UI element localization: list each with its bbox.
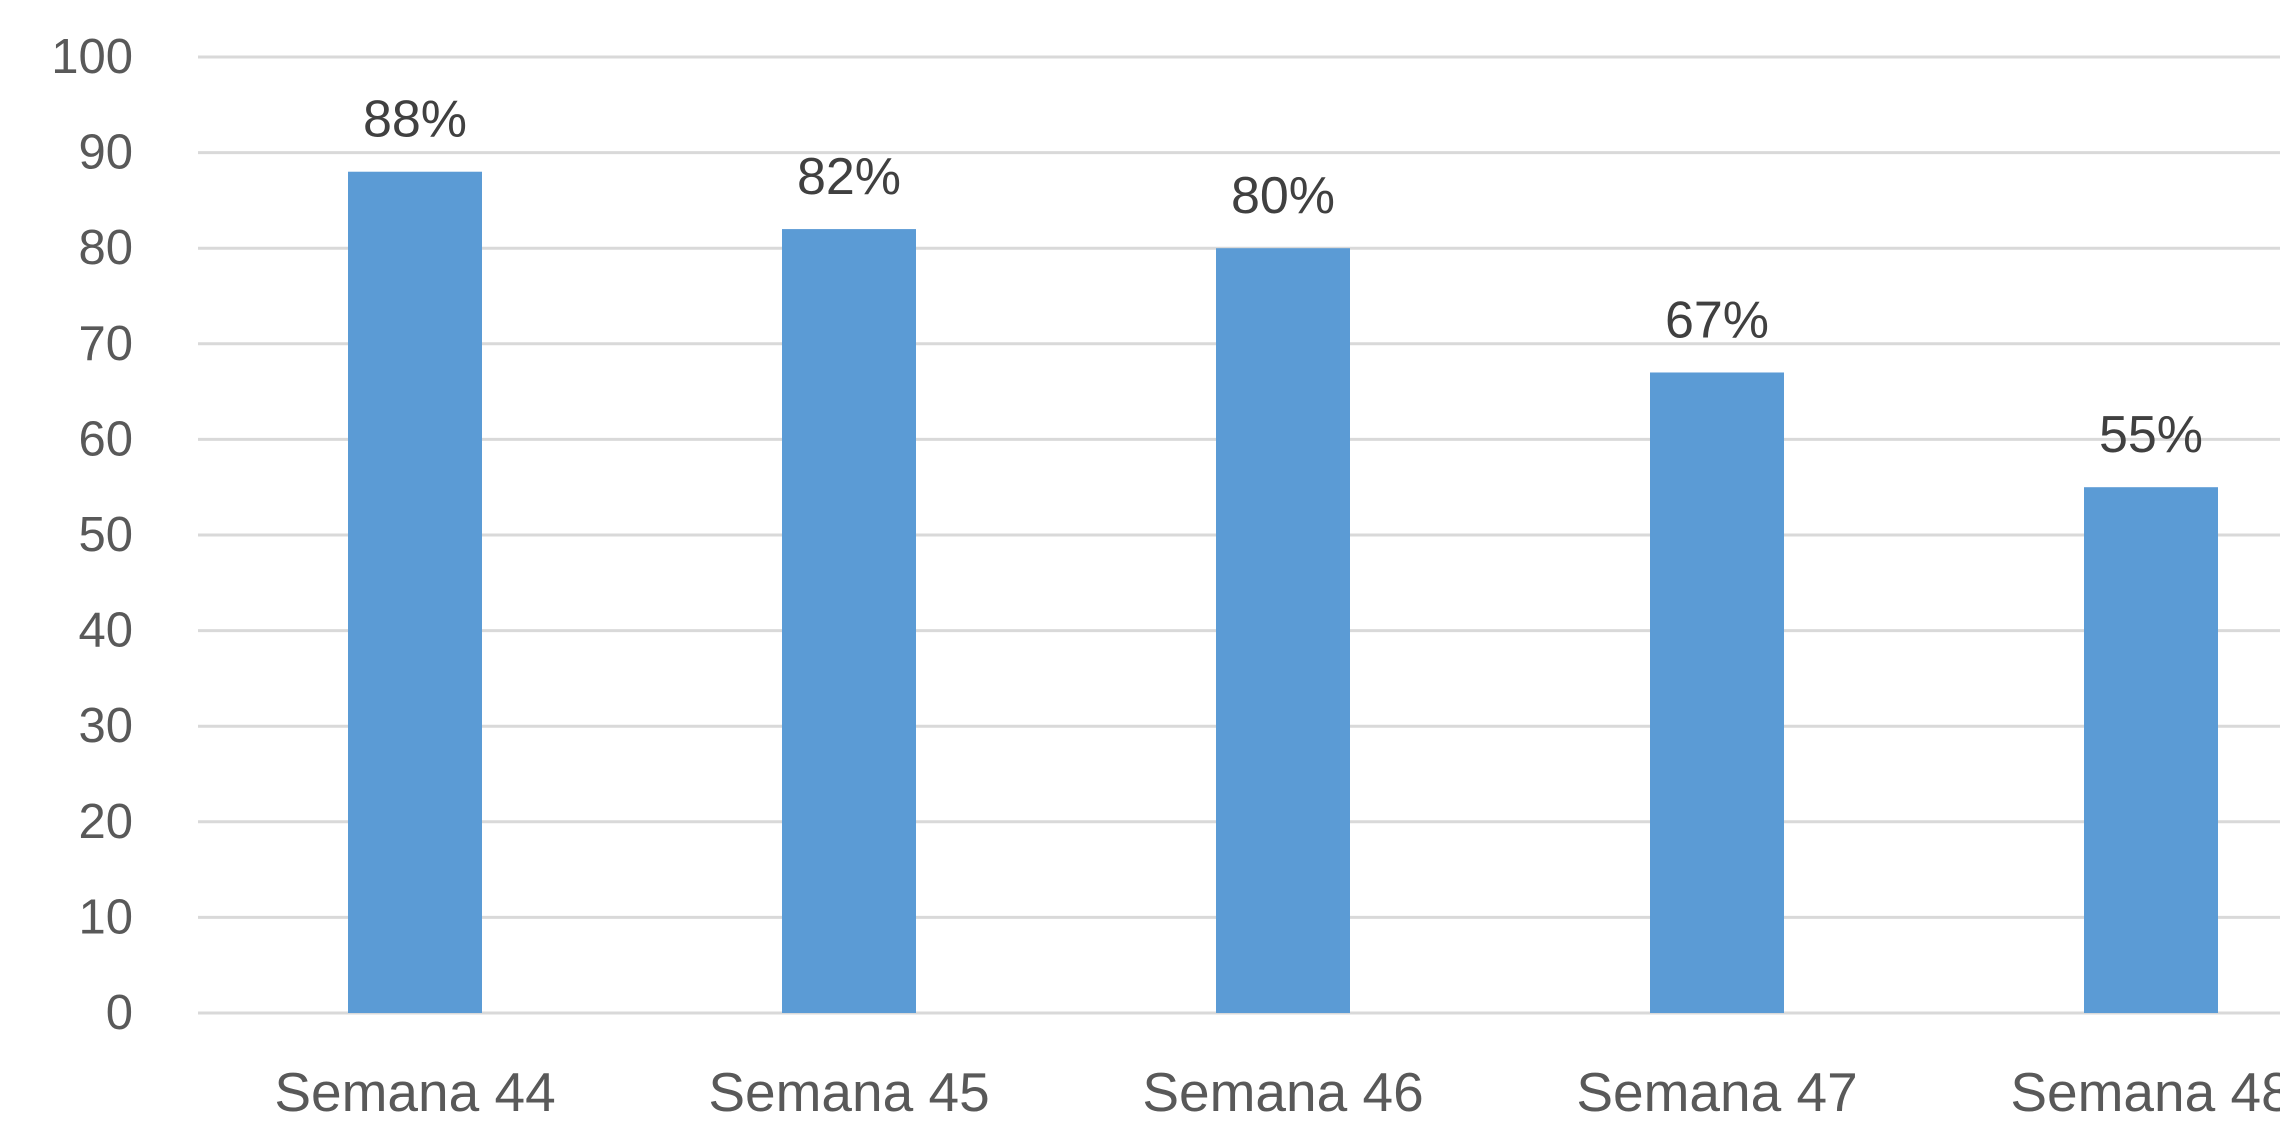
bar xyxy=(1216,248,1350,1013)
bars xyxy=(348,171,2218,1014)
y-tick-label: 30 xyxy=(78,699,133,753)
bar xyxy=(1650,372,1784,1014)
bar xyxy=(348,171,482,1014)
y-tick-label: 10 xyxy=(78,890,133,944)
x-category-label: Semana 45 xyxy=(708,1061,989,1119)
y-tick-label: 60 xyxy=(78,412,133,466)
y-tick-label: 70 xyxy=(78,317,133,371)
y-tick-label: 100 xyxy=(51,30,133,84)
x-category-label: Semana 48 xyxy=(2010,1061,2280,1119)
y-tick-label: 80 xyxy=(78,221,133,275)
y-axis-ticks: 0 10 20 30 40 50 60 70 80 90 100 xyxy=(51,30,133,1040)
y-tick-label: 20 xyxy=(78,795,133,849)
data-label: 88% xyxy=(363,91,467,149)
y-tick-label: 90 xyxy=(78,126,133,180)
y-tick-label: 0 xyxy=(106,986,133,1040)
y-tick-label: 40 xyxy=(78,604,133,658)
x-category-label: Semana 46 xyxy=(1142,1061,1423,1119)
y-tick-label: 50 xyxy=(78,508,133,562)
bar xyxy=(2084,487,2218,1013)
bar xyxy=(782,229,916,1013)
data-label: 67% xyxy=(1665,291,1769,349)
x-axis-categories: Semana 44 Semana 45 Semana 46 Semana 47 Sema… xyxy=(274,1061,2280,1123)
data-label: 82% xyxy=(797,148,901,206)
x-category-label: Semana 47 xyxy=(1576,1061,1857,1119)
data-labels: 88% 82% 80% 67% 55% xyxy=(363,91,2203,464)
data-label: 55% xyxy=(2099,406,2203,464)
x-category-label: Semana 44 xyxy=(274,1061,555,1119)
data-label: 80% xyxy=(1231,167,1335,225)
